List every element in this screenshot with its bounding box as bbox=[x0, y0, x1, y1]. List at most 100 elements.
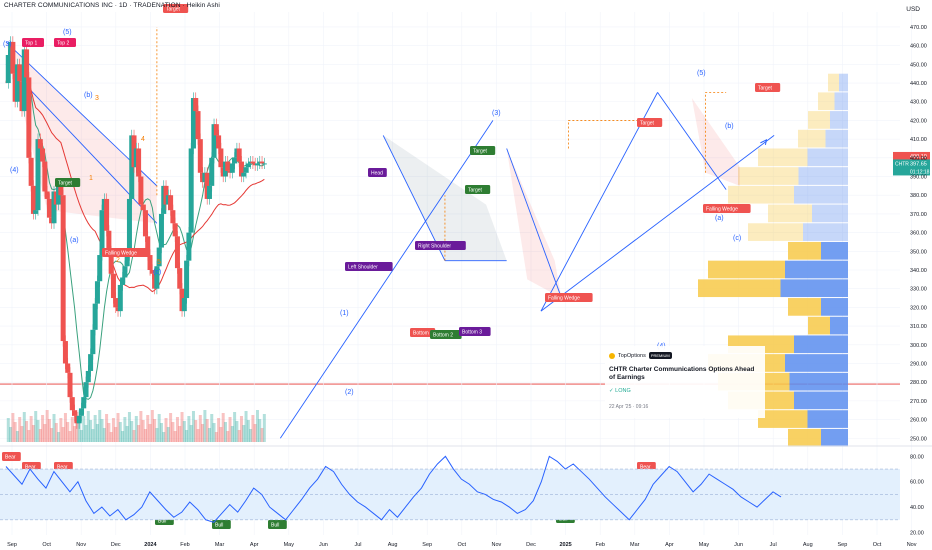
volume-profile-bar bbox=[825, 129, 848, 148]
volume-bar bbox=[205, 419, 209, 442]
volume-bar bbox=[210, 414, 214, 442]
volume-bar bbox=[70, 417, 74, 442]
volume-bar bbox=[41, 415, 45, 442]
time-tick-label: Oct bbox=[873, 542, 882, 548]
label-wedge-box bbox=[703, 204, 751, 213]
volume-bar bbox=[125, 426, 129, 442]
candle-body bbox=[170, 210, 176, 224]
price-countdown-label: 01:12:18 bbox=[910, 169, 930, 175]
volume-bar bbox=[194, 420, 198, 442]
currency-label[interactable]: USD bbox=[906, 6, 920, 13]
volume-profile-bar bbox=[818, 92, 835, 111]
candle-body bbox=[117, 284, 123, 312]
candle-body bbox=[99, 210, 105, 256]
grid bbox=[0, 12, 912, 535]
volume-bar bbox=[196, 429, 200, 442]
wedge-fill bbox=[691, 98, 740, 186]
candle-body bbox=[218, 148, 224, 168]
target-projection bbox=[705, 91, 727, 173]
candle-body bbox=[149, 270, 155, 274]
wave-label: (a) bbox=[715, 215, 724, 222]
volume-bar bbox=[86, 411, 90, 442]
price-tick-label: 340.00 bbox=[910, 268, 927, 274]
volume-bar bbox=[146, 415, 150, 442]
time-tick-label: Oct bbox=[458, 542, 467, 548]
idea-card[interactable]: TopOptions PREMIUM CHTR Charter Communic… bbox=[605, 346, 765, 418]
candle-body bbox=[124, 255, 130, 267]
price-last-box bbox=[893, 159, 930, 176]
volume-profile-bar bbox=[798, 167, 848, 185]
volume-profile-bar bbox=[830, 111, 848, 129]
volume-bar bbox=[198, 415, 202, 442]
premium-badge: PREMIUM bbox=[648, 352, 672, 359]
candle-body bbox=[138, 176, 144, 205]
volume-bar bbox=[230, 426, 234, 442]
candle-body bbox=[85, 370, 91, 383]
time-tick-label: 2025 bbox=[559, 542, 571, 548]
candle-body bbox=[67, 372, 73, 398]
volume-profile-bar bbox=[794, 391, 848, 410]
price-tick-label: 460.00 bbox=[910, 44, 927, 50]
volume-bar bbox=[180, 412, 184, 442]
volume-bar bbox=[191, 411, 195, 442]
volume-bar bbox=[22, 412, 26, 442]
candle-body bbox=[216, 135, 222, 149]
label-target-box bbox=[470, 146, 496, 155]
volume-bar bbox=[50, 428, 54, 442]
time-tick-label: Nov bbox=[907, 542, 917, 548]
rsi-tick-label: 60.00 bbox=[910, 480, 924, 486]
candle-body bbox=[184, 260, 190, 299]
candle-body bbox=[209, 157, 215, 186]
brand-logo-icon bbox=[609, 352, 615, 359]
time-tick-label: Jun bbox=[319, 542, 328, 548]
label-bottom2: Bottom 2 bbox=[433, 333, 453, 339]
candle-body bbox=[37, 139, 43, 149]
candle-body bbox=[261, 163, 267, 165]
label-rsi-bear-box bbox=[2, 452, 21, 461]
volume-bar bbox=[175, 417, 179, 442]
volume-profile-bar bbox=[780, 279, 848, 298]
time-tick-label: Jun bbox=[734, 542, 743, 548]
label-top2-box bbox=[54, 38, 76, 47]
wave-label: 2 bbox=[116, 257, 120, 264]
candle-body bbox=[126, 198, 132, 256]
label-bottom-box bbox=[410, 328, 436, 337]
time-tick-label: Oct bbox=[42, 542, 51, 548]
candle-body bbox=[236, 148, 242, 162]
label-target: Target bbox=[166, 7, 181, 13]
volume-bar bbox=[63, 413, 67, 442]
wave-label: 3 bbox=[95, 95, 99, 102]
candle-body bbox=[110, 273, 116, 299]
volume-bar bbox=[246, 420, 250, 442]
volume-bar bbox=[212, 423, 216, 442]
label-target-box bbox=[163, 4, 189, 13]
time-tick-label: Sep bbox=[838, 542, 848, 548]
ma-red-line bbox=[5, 58, 265, 293]
price-tick-label: 280.00 bbox=[910, 380, 927, 386]
candle-body bbox=[145, 236, 151, 256]
volume-bar bbox=[157, 414, 161, 442]
idea-title[interactable]: CHTR Charter Communications Options Ahea… bbox=[609, 366, 755, 381]
candle-body bbox=[186, 232, 192, 261]
label-head: Head bbox=[371, 171, 383, 177]
label-target-box bbox=[55, 178, 81, 187]
volume-bar bbox=[6, 418, 10, 442]
candle-body bbox=[21, 49, 27, 112]
candle-body bbox=[26, 77, 32, 158]
candle-body bbox=[225, 161, 231, 171]
label-rsi-bear: Bear bbox=[640, 465, 651, 471]
volume-bar bbox=[189, 425, 193, 442]
time-tick-label: Jul bbox=[354, 542, 361, 548]
candle-body bbox=[28, 157, 34, 186]
volume-profile-bar bbox=[808, 316, 830, 335]
candle-body bbox=[158, 213, 164, 248]
label-bottom3-box bbox=[459, 327, 491, 336]
rsi-tick-label: 20.00 bbox=[910, 530, 924, 536]
candle-body bbox=[14, 64, 20, 102]
candle-body bbox=[174, 236, 180, 269]
volume-bar bbox=[114, 427, 118, 442]
volume-bar bbox=[89, 420, 93, 442]
volume-bar bbox=[258, 419, 262, 442]
candle-body bbox=[232, 157, 238, 164]
